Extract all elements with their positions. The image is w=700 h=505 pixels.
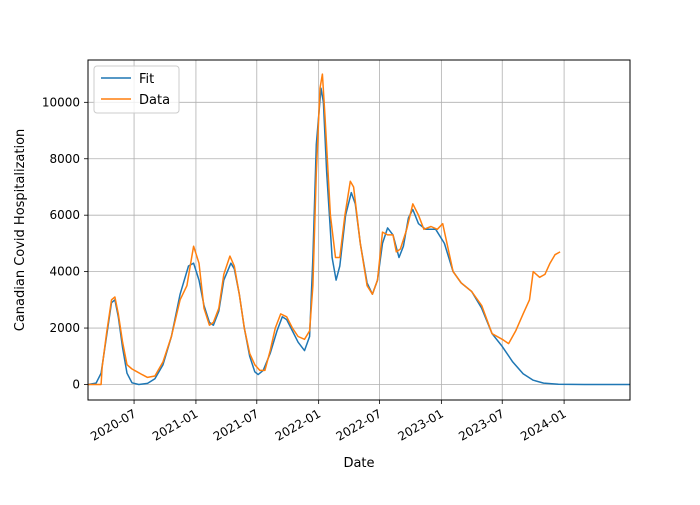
legend-label-fit: Fit: [139, 72, 154, 87]
y-tick-label: 2000: [49, 321, 80, 335]
legend-label-data: Data: [139, 93, 170, 108]
legend: Fit Data: [93, 65, 180, 114]
plot-frame: [87, 59, 631, 401]
series-line-fit: [87, 87, 630, 386]
grid: [88, 60, 630, 400]
y-axis-title: Canadian Covid Hospitalization: [13, 129, 28, 332]
y-tick-label: 10000: [42, 95, 80, 109]
y-tick-label: 8000: [49, 152, 80, 166]
x-axis-title: Date: [343, 456, 374, 471]
y-tick-label: 6000: [49, 208, 80, 222]
series-line-data: [88, 73, 561, 386]
y-tick-label: 4000: [49, 265, 80, 279]
series-layer: [87, 73, 630, 386]
y-tick-label: 0: [72, 377, 80, 391]
y-axis: 0 2000 4000 6000 8000 10000: [42, 95, 88, 391]
